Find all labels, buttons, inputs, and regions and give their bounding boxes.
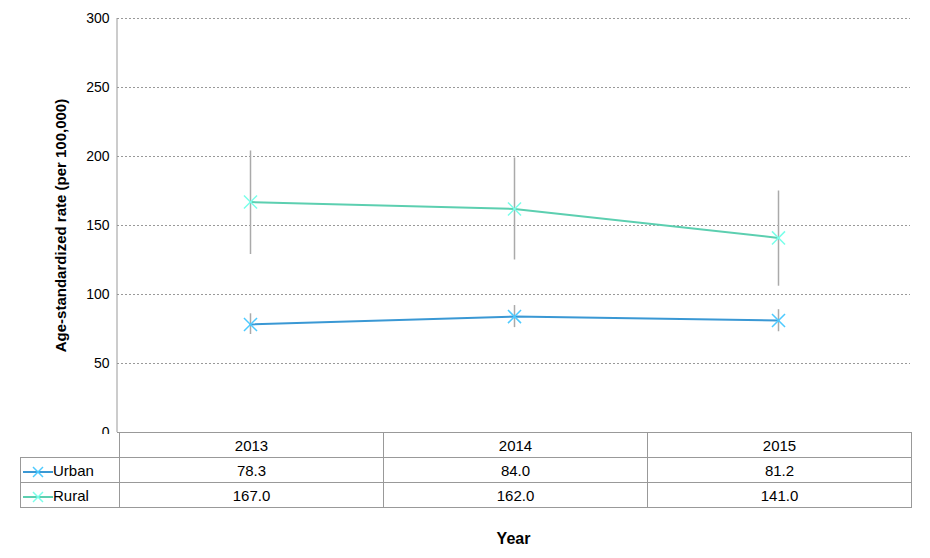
svg-text:150: 150: [86, 217, 110, 233]
svg-text:250: 250: [86, 79, 110, 95]
html-text:Rural: Rural: [53, 486, 89, 504]
html-text:141.0: 141.0: [760, 486, 799, 504]
html-text:Year: Year: [496, 530, 531, 547]
html-text:167.0: 167.0: [232, 486, 271, 504]
html-text:2013: 2013: [234, 436, 269, 454]
svg-text:Age-standardized rate (per 100: Age-standardized rate (per 100,000): [52, 99, 69, 352]
html-text:2015: 2015: [762, 436, 797, 454]
html-text:2014: 2014: [498, 436, 533, 454]
svg-text:200: 200: [86, 148, 110, 164]
svg-text:300: 300: [86, 10, 110, 26]
html-text:162.0: 162.0: [496, 486, 535, 504]
html-text:Urban: Urban: [53, 461, 94, 479]
html-text:84.0: 84.0: [500, 461, 531, 479]
html-text:78.3: 78.3: [236, 461, 267, 479]
svg-text:50: 50: [94, 355, 110, 371]
svg-text:100: 100: [86, 286, 110, 302]
html-text:81.2: 81.2: [764, 461, 795, 479]
